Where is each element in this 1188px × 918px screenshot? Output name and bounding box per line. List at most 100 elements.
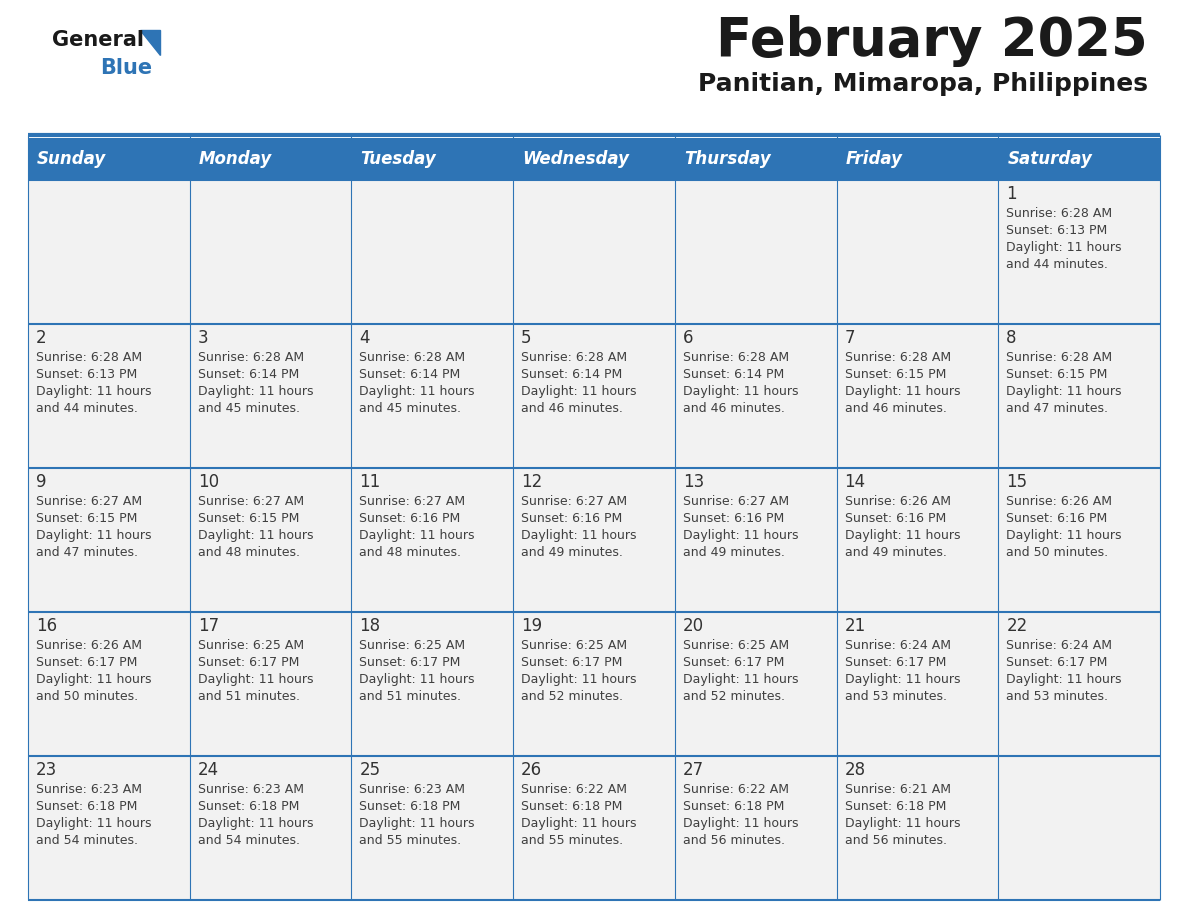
Text: Sunrise: 6:22 AM: Sunrise: 6:22 AM (522, 783, 627, 796)
Text: Daylight: 11 hours: Daylight: 11 hours (683, 529, 798, 542)
Bar (836, 468, 998, 612)
Bar (513, 756, 675, 900)
Text: Sunset: 6:18 PM: Sunset: 6:18 PM (522, 800, 623, 813)
Text: Sunrise: 6:28 AM: Sunrise: 6:28 AM (1006, 351, 1112, 364)
Text: and 52 minutes.: and 52 minutes. (683, 690, 785, 703)
Bar (29, 756, 190, 900)
Text: Daylight: 11 hours: Daylight: 11 hours (522, 673, 637, 686)
Text: Sunset: 6:18 PM: Sunset: 6:18 PM (197, 800, 299, 813)
Text: Sunset: 6:18 PM: Sunset: 6:18 PM (36, 800, 138, 813)
Text: and 51 minutes.: and 51 minutes. (197, 690, 299, 703)
Text: Sunset: 6:18 PM: Sunset: 6:18 PM (845, 800, 946, 813)
Text: 11: 11 (360, 473, 380, 491)
Text: Sunset: 6:17 PM: Sunset: 6:17 PM (1006, 656, 1107, 669)
Text: Daylight: 11 hours: Daylight: 11 hours (1006, 673, 1121, 686)
Bar (352, 612, 513, 756)
Text: Sunday: Sunday (37, 150, 106, 168)
Text: and 49 minutes.: and 49 minutes. (683, 546, 785, 559)
Bar (675, 612, 836, 756)
Text: and 44 minutes.: and 44 minutes. (1006, 258, 1108, 271)
Bar (513, 138, 675, 180)
Text: 8: 8 (1006, 329, 1017, 347)
Bar (836, 612, 998, 756)
Bar (513, 180, 675, 324)
Text: Sunrise: 6:27 AM: Sunrise: 6:27 AM (360, 495, 466, 508)
Text: Sunset: 6:13 PM: Sunset: 6:13 PM (36, 368, 138, 381)
Text: and 55 minutes.: and 55 minutes. (360, 834, 462, 847)
Text: Daylight: 11 hours: Daylight: 11 hours (360, 817, 475, 830)
Text: Thursday: Thursday (684, 150, 771, 168)
Text: Sunset: 6:15 PM: Sunset: 6:15 PM (1006, 368, 1107, 381)
Text: Sunrise: 6:28 AM: Sunrise: 6:28 AM (522, 351, 627, 364)
Bar (675, 756, 836, 900)
Text: and 47 minutes.: and 47 minutes. (1006, 402, 1108, 415)
Text: and 52 minutes.: and 52 minutes. (522, 690, 624, 703)
Bar (190, 138, 352, 180)
Text: Sunset: 6:15 PM: Sunset: 6:15 PM (36, 512, 138, 525)
Text: Saturday: Saturday (1007, 150, 1092, 168)
Text: Sunset: 6:18 PM: Sunset: 6:18 PM (683, 800, 784, 813)
Bar (513, 468, 675, 612)
Text: and 54 minutes.: and 54 minutes. (36, 834, 138, 847)
Bar (29, 612, 190, 756)
Text: Sunrise: 6:28 AM: Sunrise: 6:28 AM (845, 351, 950, 364)
Text: Sunrise: 6:25 AM: Sunrise: 6:25 AM (522, 639, 627, 652)
Text: Sunset: 6:15 PM: Sunset: 6:15 PM (845, 368, 946, 381)
Text: Sunrise: 6:28 AM: Sunrise: 6:28 AM (197, 351, 304, 364)
Text: Daylight: 11 hours: Daylight: 11 hours (197, 385, 314, 398)
Text: Daylight: 11 hours: Daylight: 11 hours (683, 673, 798, 686)
Bar (675, 324, 836, 468)
Text: Daylight: 11 hours: Daylight: 11 hours (1006, 529, 1121, 542)
Text: and 48 minutes.: and 48 minutes. (360, 546, 461, 559)
Text: 14: 14 (845, 473, 866, 491)
Text: 27: 27 (683, 761, 704, 779)
Text: 16: 16 (36, 617, 57, 635)
Text: Sunrise: 6:26 AM: Sunrise: 6:26 AM (1006, 495, 1112, 508)
Bar (836, 180, 998, 324)
Text: Sunset: 6:17 PM: Sunset: 6:17 PM (845, 656, 946, 669)
Text: February 2025: February 2025 (716, 15, 1148, 67)
Text: Daylight: 11 hours: Daylight: 11 hours (845, 817, 960, 830)
Bar (190, 468, 352, 612)
Text: Daylight: 11 hours: Daylight: 11 hours (36, 529, 152, 542)
Bar (998, 756, 1159, 900)
Text: Sunset: 6:17 PM: Sunset: 6:17 PM (522, 656, 623, 669)
Text: 22: 22 (1006, 617, 1028, 635)
Bar (836, 138, 998, 180)
Text: Friday: Friday (846, 150, 903, 168)
Text: Daylight: 11 hours: Daylight: 11 hours (522, 385, 637, 398)
Text: Daylight: 11 hours: Daylight: 11 hours (683, 817, 798, 830)
Text: 23: 23 (36, 761, 57, 779)
Text: Daylight: 11 hours: Daylight: 11 hours (36, 817, 152, 830)
Text: and 49 minutes.: and 49 minutes. (845, 546, 947, 559)
Bar (352, 138, 513, 180)
Bar (513, 324, 675, 468)
Text: Sunrise: 6:23 AM: Sunrise: 6:23 AM (197, 783, 304, 796)
Text: Sunset: 6:17 PM: Sunset: 6:17 PM (36, 656, 138, 669)
Text: 12: 12 (522, 473, 543, 491)
Bar (998, 468, 1159, 612)
Text: Sunset: 6:17 PM: Sunset: 6:17 PM (683, 656, 784, 669)
Text: Sunrise: 6:28 AM: Sunrise: 6:28 AM (360, 351, 466, 364)
Bar (675, 138, 836, 180)
Text: Sunrise: 6:22 AM: Sunrise: 6:22 AM (683, 783, 789, 796)
Bar (190, 180, 352, 324)
Text: Sunrise: 6:27 AM: Sunrise: 6:27 AM (683, 495, 789, 508)
Text: Sunset: 6:16 PM: Sunset: 6:16 PM (845, 512, 946, 525)
Text: and 44 minutes.: and 44 minutes. (36, 402, 138, 415)
Text: Sunset: 6:16 PM: Sunset: 6:16 PM (360, 512, 461, 525)
Text: 18: 18 (360, 617, 380, 635)
Text: 3: 3 (197, 329, 208, 347)
Text: and 55 minutes.: and 55 minutes. (522, 834, 624, 847)
Text: Sunrise: 6:25 AM: Sunrise: 6:25 AM (197, 639, 304, 652)
Text: Daylight: 11 hours: Daylight: 11 hours (522, 529, 637, 542)
Text: Sunrise: 6:27 AM: Sunrise: 6:27 AM (522, 495, 627, 508)
Text: 2: 2 (36, 329, 46, 347)
Text: Daylight: 11 hours: Daylight: 11 hours (1006, 241, 1121, 254)
Text: Daylight: 11 hours: Daylight: 11 hours (683, 385, 798, 398)
Text: Sunset: 6:17 PM: Sunset: 6:17 PM (360, 656, 461, 669)
Text: Sunset: 6:18 PM: Sunset: 6:18 PM (360, 800, 461, 813)
Bar (29, 468, 190, 612)
Text: and 53 minutes.: and 53 minutes. (845, 690, 947, 703)
Text: and 56 minutes.: and 56 minutes. (845, 834, 947, 847)
